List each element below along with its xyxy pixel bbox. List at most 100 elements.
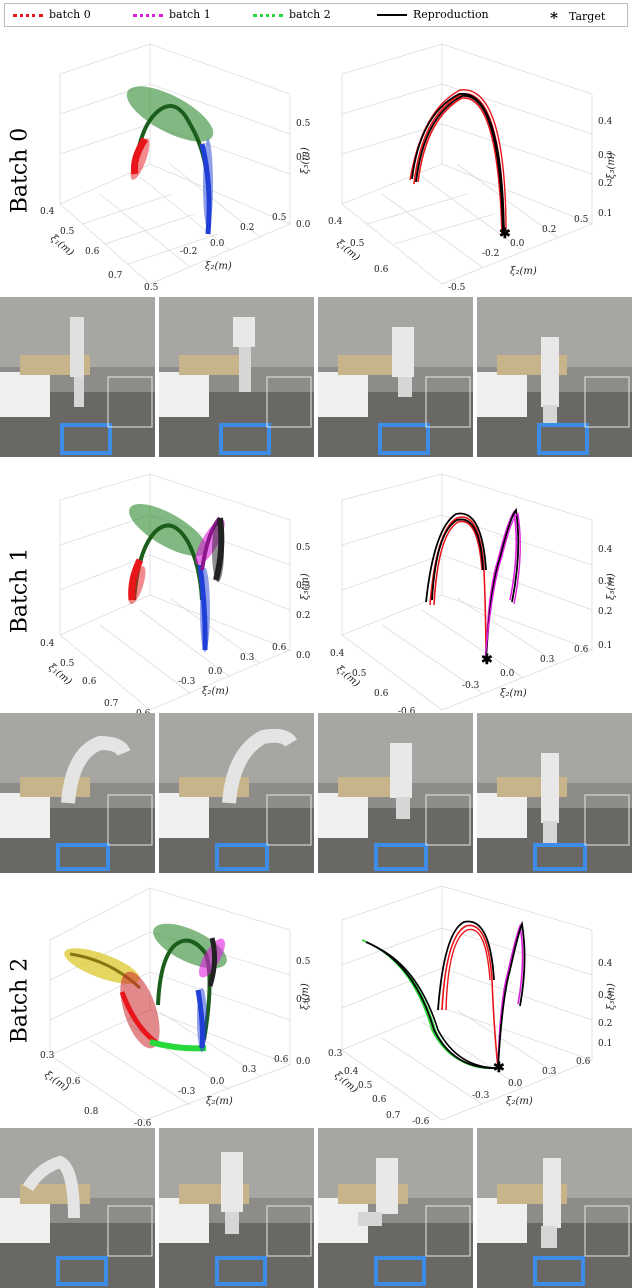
plot-shape — [497, 920, 526, 1069]
tick-label: 0.5 — [60, 227, 75, 237]
tick-label: 0.5 — [296, 957, 311, 967]
tick-label: 0.6 — [374, 689, 389, 699]
tick-label: 0.0 — [296, 220, 311, 230]
plot-shape — [197, 988, 207, 1052]
plot-shape — [365, 941, 499, 1069]
plot-shape — [59, 474, 291, 651]
plot-shape — [541, 753, 559, 823]
plot-shape — [266, 1205, 312, 1257]
tick-label: 0.4 — [40, 207, 55, 217]
robot-photo — [318, 1128, 473, 1288]
plot-shape — [341, 83, 593, 175]
target-star-icon: ✱ — [499, 226, 511, 242]
plot-shape — [61, 735, 131, 804]
tick-label: 0.4 — [598, 959, 613, 969]
x2-axis-label: ξ₂(m) — [205, 261, 232, 272]
plot-shape — [341, 500, 593, 711]
plot-shape — [99, 163, 261, 268]
plot-shape — [20, 777, 90, 797]
plot-shape — [233, 317, 255, 347]
tick-label: -0.6 — [134, 1119, 152, 1128]
plot-shape — [59, 74, 291, 285]
plot-shape — [533, 843, 587, 871]
plot-shape — [159, 793, 209, 838]
tick-label: 0.3 — [242, 1065, 257, 1075]
plot-shape — [341, 920, 593, 1121]
tick-label: 0.3 — [240, 653, 255, 663]
x3-ticks: 0.5 0.3 0.0 — [296, 119, 311, 230]
plot-shape — [56, 1256, 108, 1286]
plot-shape — [437, 920, 495, 1011]
plot-shape — [485, 510, 518, 661]
plot-shape — [425, 1205, 471, 1257]
tick-label: ξ₃(m) — [606, 152, 617, 179]
target-star-icon: ∗ — [548, 6, 560, 24]
plot-shape — [477, 1198, 527, 1243]
legend-batch2: batch 2 — [253, 8, 331, 22]
plot-shape — [415, 95, 504, 235]
tick-label: 0.3 — [598, 991, 613, 1001]
robot-photo — [477, 713, 632, 873]
plot-shape — [338, 355, 408, 375]
gaussian-ellipse-green — [126, 86, 214, 142]
robot-photo — [477, 1128, 632, 1288]
tick-label: -0.3 — [472, 1091, 490, 1101]
tick-label: 0.0 — [210, 239, 225, 249]
tick-label: 0.5 — [296, 119, 311, 129]
legend-target-label: Target — [569, 10, 606, 23]
tick-label: -0.2 — [180, 247, 197, 257]
robot-photo — [0, 1128, 155, 1288]
plot-shape — [533, 1256, 585, 1286]
tick-label: 0.2 — [240, 223, 254, 233]
tick-label: -0.3 — [178, 677, 196, 687]
plot-shape — [266, 794, 312, 846]
plot-shape — [485, 507, 520, 661]
tick-label: 0.3 — [40, 1051, 55, 1061]
tick-label: 0.5 — [358, 1081, 373, 1091]
row-label-batch0: Batch 0 — [7, 127, 33, 213]
plot-shape — [99, 597, 261, 694]
legend-reproduction-label: Reproduction — [413, 8, 489, 21]
plot-shape — [431, 518, 484, 601]
tick-label: 0.2 — [598, 607, 612, 617]
plot-shape — [0, 793, 50, 838]
plot-shape — [49, 888, 291, 1066]
plot-shape — [128, 565, 146, 605]
tick-label: ξ₁(m) — [42, 1069, 70, 1093]
tick-label: 0.3 — [296, 995, 311, 1005]
tick-label: 0.7 — [104, 699, 119, 709]
tick-label: 0.6 — [576, 1057, 591, 1067]
plot-shape — [60, 423, 112, 455]
target-star-icon: ✱ — [493, 1060, 505, 1076]
gaussian-ellipse-red — [130, 138, 150, 180]
legend-batch0-label: batch 0 — [49, 8, 91, 21]
tick-label: 0.8 — [84, 1107, 99, 1117]
plot-shape — [59, 83, 291, 175]
plot-shape — [341, 473, 593, 521]
plot-shape — [341, 74, 593, 285]
plot-shape — [266, 376, 312, 428]
tick-label: ξ₃(m) — [606, 573, 617, 600]
tick-label: 0.5 — [144, 283, 159, 293]
plot-batch1-gaussians: 0.5 0.3 0.2 0.0 ξ₃(m) 0.4 0.5 0.6 0.7 ξ₁… — [40, 470, 320, 720]
tick-label: -0.5 — [448, 283, 466, 293]
plot-shape — [221, 1152, 243, 1212]
plot-shape — [584, 1205, 630, 1257]
legend-swatch-batch0 — [13, 13, 43, 17]
legend-batch1: batch 1 — [133, 8, 211, 22]
plot-shape — [59, 43, 291, 95]
tick-label: -0.3 — [178, 1087, 196, 1097]
plot-shape — [56, 843, 110, 871]
plot-shape — [543, 821, 557, 843]
plot-batch0-reproduction: ✱ 0.4 0.3 0.2 0.1 ξ₃(m) 0.4 0.5 0.6 ξ₁(m… — [322, 34, 628, 296]
photo-strip-batch2 — [0, 1128, 632, 1288]
plot-shape — [543, 1158, 561, 1228]
tick-label: 0.6 — [85, 247, 100, 257]
plot-shape — [390, 743, 412, 798]
plot-shape — [358, 1212, 382, 1226]
plot-shape — [584, 794, 630, 846]
plot-shape — [378, 423, 430, 455]
plot-shape — [212, 522, 224, 582]
legend-batch1-label: batch 1 — [169, 8, 211, 21]
legend-swatch-reproduction — [377, 14, 407, 16]
